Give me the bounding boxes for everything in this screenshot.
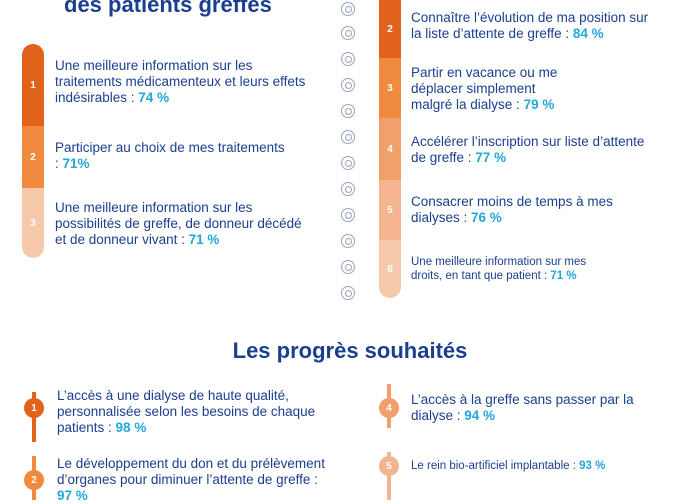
rank-number: 2	[30, 151, 36, 163]
item-percent: 71%	[62, 156, 90, 171]
list-item: L’accès à une dialyse de haute qualité, …	[57, 388, 327, 436]
item-label: Une meilleure information sur les possib…	[55, 200, 302, 247]
item-label: Le développement du don et du prélèvemen…	[57, 456, 325, 487]
item-percent: 93 %	[579, 460, 606, 472]
item-label: Accélérer l’inscription sur liste d’atte…	[411, 134, 645, 165]
item-label: Partir en vacance ou me déplacer simplem…	[411, 65, 558, 112]
rank-number: 6	[387, 263, 393, 275]
rank-bullet-5: 5	[379, 456, 399, 476]
list-item: Consacrer moins de temps à mes dialyses …	[411, 194, 626, 226]
item-percent: 84 %	[572, 26, 604, 41]
rank-bar-3: 3	[379, 58, 401, 118]
rank-bar-4: 4	[379, 118, 401, 180]
list-item: Partir en vacance ou me déplacer simplem…	[411, 65, 571, 113]
rank-number: 2	[387, 23, 393, 35]
item-label: L’accès à une dialyse de haute qualité, …	[57, 388, 316, 435]
item-label: Une meilleure information sur les traite…	[55, 58, 306, 105]
item-percent: 76 %	[471, 210, 502, 225]
item-label: Participer au choix de mes traitements :	[55, 140, 285, 171]
divider-dot	[341, 104, 355, 118]
divider-dot	[341, 78, 355, 92]
item-percent: 94 %	[464, 408, 496, 423]
item-label: L’accès à la greffe sans passer par la d…	[411, 392, 634, 423]
rank-bar-1: 1	[22, 44, 44, 126]
item-percent: 97 %	[57, 488, 88, 503]
divider-dot	[341, 156, 355, 170]
rank-number: 4	[387, 143, 393, 155]
divider-dot	[341, 260, 355, 274]
rank-bar-2: 2	[22, 126, 44, 188]
rank-number: 5	[387, 204, 393, 216]
rank-number: 3	[30, 217, 36, 229]
rank-bullet-4: 4	[379, 398, 399, 418]
section-title-transplant: des patients greffés	[64, 0, 272, 17]
divider-dot	[341, 286, 355, 300]
list-item: Participer au choix de mes traitements :…	[55, 140, 285, 172]
rank-number: 5	[386, 460, 392, 472]
list-item: L’accès à la greffe sans passer par la d…	[411, 392, 661, 424]
item-percent: 71 %	[188, 232, 220, 247]
rank-bar-5: 5	[379, 180, 401, 240]
item-percent: 98 %	[115, 420, 147, 435]
rank-bar-2: 2	[379, 0, 401, 58]
item-label: Connaître l’évolution de ma position sur…	[411, 10, 649, 41]
divider-dot	[341, 208, 355, 222]
list-item: Connaître l’évolution de ma position sur…	[411, 10, 661, 42]
timeline-stem	[387, 452, 391, 500]
rank-bar-3: 3	[22, 188, 44, 258]
list-item: Une meilleure information sur les traite…	[55, 58, 310, 106]
rank-number: 3	[387, 82, 393, 94]
item-percent: 71 %	[550, 270, 577, 282]
divider-dot	[341, 234, 355, 248]
item-percent: 79 %	[523, 97, 555, 112]
rank-number: 2	[31, 474, 37, 486]
section-title-progress: Les progrès souhaités	[232, 338, 468, 363]
divider-dot	[341, 2, 355, 16]
list-item: Une meilleure information sur mes droits…	[411, 255, 611, 283]
list-item: Le rein bio-artificiel implantable : 93 …	[411, 459, 671, 473]
rank-number: 1	[31, 402, 37, 414]
divider-dot	[341, 130, 355, 144]
list-item: Le développement du don et du prélèvemen…	[57, 456, 332, 504]
divider-dot	[341, 182, 355, 196]
list-item: Une meilleure information sur les possib…	[55, 200, 305, 248]
divider-dot	[341, 26, 355, 40]
item-label: Le rein bio-artificiel implantable :	[411, 460, 580, 472]
list-item: Accélérer l’inscription sur liste d’atte…	[411, 134, 661, 166]
item-label: Une meilleure information sur mes droits…	[411, 256, 587, 282]
item-label: Consacrer moins de temps à mes dialyses …	[411, 194, 613, 225]
item-percent: 74 %	[138, 90, 170, 105]
rank-bullet-1: 1	[24, 398, 44, 418]
rank-bullet-2: 2	[24, 470, 44, 490]
rank-number: 1	[30, 79, 36, 91]
item-percent: 77 %	[475, 150, 507, 165]
rank-number: 4	[386, 402, 392, 414]
divider-dot	[341, 52, 355, 66]
rank-bar-6: 6	[379, 240, 401, 298]
